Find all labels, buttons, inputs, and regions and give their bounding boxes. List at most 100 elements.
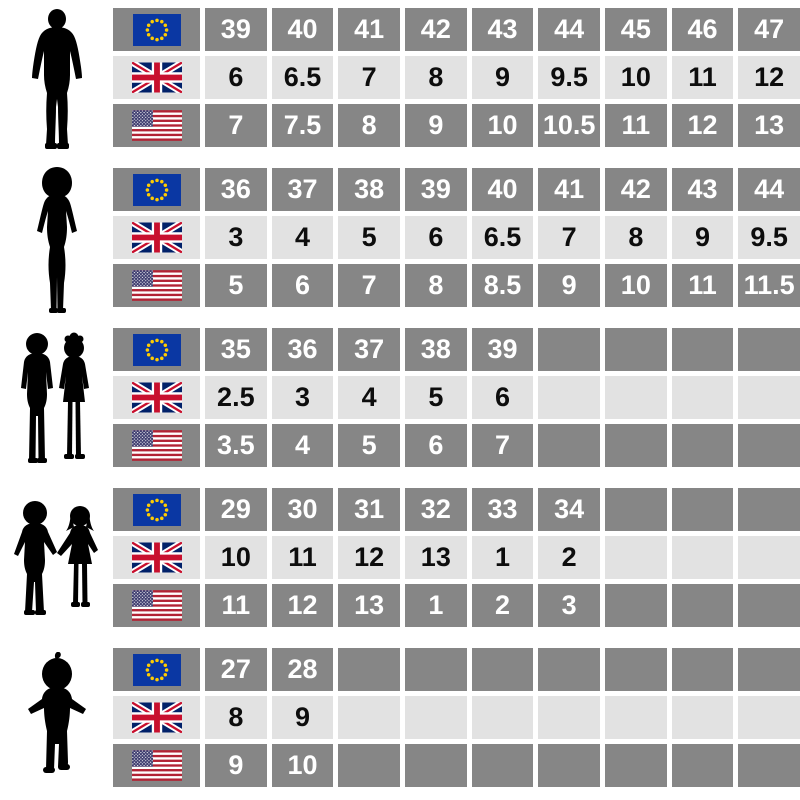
size-cell-uk-12: 12	[338, 536, 400, 579]
size-cell-uk-3: 3	[271, 376, 334, 419]
size-cell-uk-11: 11	[271, 536, 334, 579]
uk-flag-icon	[131, 382, 182, 413]
size-cell-uk-6: 6	[405, 216, 467, 259]
empty-size-cell	[738, 328, 800, 371]
size-cell-eu-40: 40	[271, 8, 334, 51]
empty-size-cell	[738, 584, 800, 627]
size-cell-uk-8: 8	[605, 216, 667, 259]
size-cell-eu-34: 34	[538, 488, 600, 531]
empty-size-cell	[671, 648, 734, 691]
size-cell-us-7: 7	[338, 264, 400, 307]
size-cell-us-5: 5	[338, 424, 400, 467]
size-cell-eu-39: 39	[405, 168, 467, 211]
size-cell-eu-37: 37	[271, 168, 334, 211]
size-cell-us-3.5: 3.5	[205, 424, 267, 467]
size-cell-us-8: 8	[338, 104, 400, 147]
us-flag-icon	[131, 590, 182, 621]
size-cell-uk-1: 1	[471, 536, 534, 579]
size-cell-eu-35: 35	[205, 328, 267, 371]
empty-size-cell	[671, 376, 734, 419]
empty-size-cell	[405, 696, 467, 739]
empty-size-cell	[538, 376, 600, 419]
size-cell-us-11: 11	[205, 584, 267, 627]
empty-size-cell	[738, 696, 800, 739]
size-cell-uk-12: 12	[738, 56, 800, 99]
size-cell-eu-38: 38	[405, 328, 467, 371]
empty-size-cell	[471, 744, 534, 787]
size-cell-us-8.5: 8.5	[471, 264, 534, 307]
empty-size-cell	[338, 696, 400, 739]
size-grid: 35 36 37 38 39 2.5 3 4 5 6 3.5 4 5 6 7	[113, 320, 800, 480]
size-cell-uk-10: 10	[205, 536, 267, 579]
uk-flag-icon	[131, 702, 182, 733]
size-cell-eu-27: 27	[205, 648, 267, 691]
eu-flag-icon	[132, 173, 181, 206]
size-cell-eu-41: 41	[338, 8, 400, 51]
size-cell-eu-44: 44	[738, 168, 800, 211]
size-cell-us-1: 1	[405, 584, 467, 627]
empty-size-cell	[605, 328, 667, 371]
empty-size-cell	[738, 744, 800, 787]
empty-size-cell	[605, 696, 667, 739]
us-flag-cell	[113, 424, 200, 467]
size-cell-uk-6.5: 6.5	[471, 216, 534, 259]
empty-size-cell	[538, 744, 600, 787]
size-grid: 29 30 31 32 33 34 10 11 12 13 1 2 11 12 13 1 2 3	[113, 480, 800, 640]
size-cell-eu-47: 47	[738, 8, 800, 51]
size-section-woman: 36 37 38 39 40 41 42 43 44 3 4 5 6 6.5 7 8 9 9.5 5 6 7 8 8.5 9 1…	[0, 160, 800, 320]
empty-size-cell	[538, 328, 600, 371]
uk-flag-cell	[113, 56, 200, 99]
empty-size-cell	[605, 744, 667, 787]
size-cell-us-4: 4	[271, 424, 334, 467]
empty-size-cell	[471, 648, 534, 691]
empty-size-cell	[738, 488, 800, 531]
size-cell-eu-31: 31	[338, 488, 400, 531]
size-cell-eu-41: 41	[538, 168, 600, 211]
us-flag-cell	[113, 744, 200, 787]
empty-size-cell	[671, 424, 734, 467]
empty-size-cell	[671, 744, 734, 787]
eu-flag-icon	[132, 13, 181, 46]
empty-size-cell	[338, 648, 400, 691]
empty-size-cell	[605, 424, 667, 467]
toddler-figure-cell	[0, 640, 113, 800]
uk-flag-cell	[113, 696, 200, 739]
empty-size-cell	[538, 648, 600, 691]
size-cell-uk-6.5: 6.5	[271, 56, 334, 99]
size-cell-eu-33: 33	[471, 488, 534, 531]
size-cell-eu-46: 46	[671, 8, 734, 51]
size-cell-us-11: 11	[605, 104, 667, 147]
size-cell-us-10.5: 10.5	[538, 104, 600, 147]
us-flag-icon	[131, 430, 182, 461]
size-cell-uk-9: 9	[271, 696, 334, 739]
size-cell-eu-28: 28	[271, 648, 334, 691]
eu-flag-icon	[132, 333, 181, 366]
size-grid: 27 28 8 9 9 10	[113, 640, 800, 800]
young-children-silhouette	[13, 501, 98, 615]
empty-size-cell	[605, 536, 667, 579]
size-cell-eu-32: 32	[405, 488, 467, 531]
size-cell-eu-37: 37	[338, 328, 400, 371]
size-grid: 36 37 38 39 40 41 42 43 44 3 4 5 6 6.5 7 8 9 9.5 5 6 7 8 8.5 9 1…	[113, 160, 800, 320]
size-cell-uk-9: 9	[671, 216, 734, 259]
size-cell-eu-38: 38	[338, 168, 400, 211]
size-cell-us-8: 8	[405, 264, 467, 307]
size-cell-eu-36: 36	[271, 328, 334, 371]
size-cell-us-12: 12	[271, 584, 334, 627]
empty-size-cell	[738, 648, 800, 691]
eu-flag-cell	[113, 648, 200, 691]
size-cell-eu-45: 45	[605, 8, 667, 51]
size-cell-us-10: 10	[471, 104, 534, 147]
eu-flag-cell	[113, 488, 200, 531]
size-cell-eu-43: 43	[471, 8, 534, 51]
size-cell-eu-43: 43	[671, 168, 734, 211]
size-cell-uk-4: 4	[271, 216, 334, 259]
woman-figure-cell	[0, 160, 113, 320]
size-cell-us-10: 10	[605, 264, 667, 307]
size-cell-us-10: 10	[271, 744, 334, 787]
size-cell-uk-2.5: 2.5	[205, 376, 267, 419]
empty-size-cell	[405, 744, 467, 787]
size-cell-eu-40: 40	[471, 168, 534, 211]
size-cell-eu-36: 36	[205, 168, 267, 211]
empty-size-cell	[671, 696, 734, 739]
